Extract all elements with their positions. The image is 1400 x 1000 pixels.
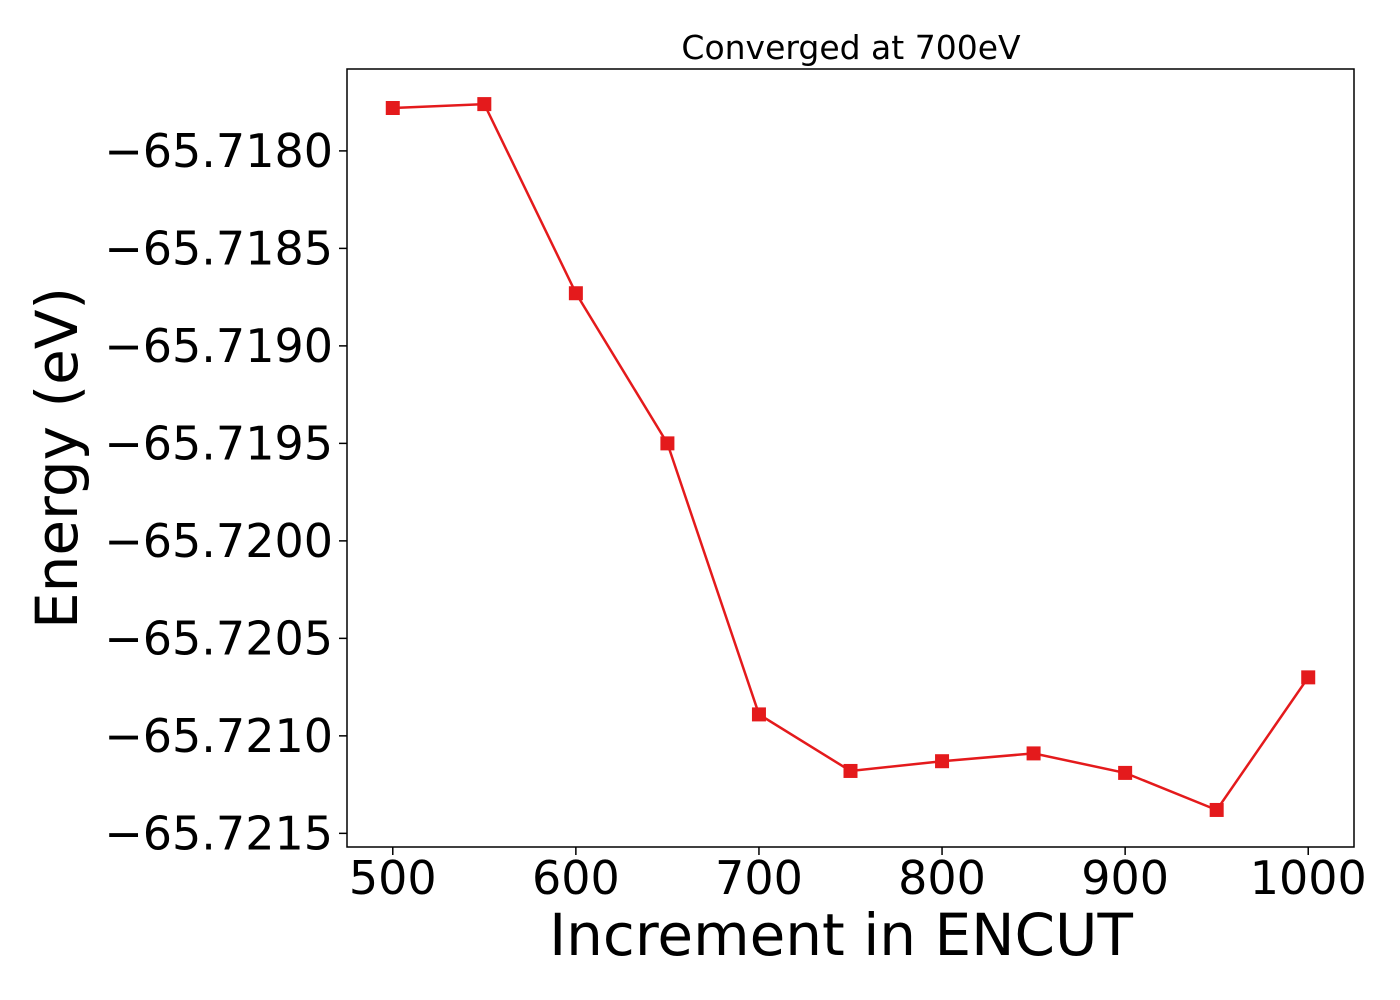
y-tick-label: −65.7210 [104,709,333,763]
chart-title: Converged at 700eV [681,28,1021,67]
energy-point-marker [843,763,858,778]
y-axis: −65.7180 −65.7185 −65.7190 −65.7195 −65.7200… [104,124,347,860]
x-tick-label: 600 [532,851,620,905]
series-layer [385,97,1316,817]
energy-point-marker [385,100,400,115]
y-tick-label: −65.7200 [104,514,333,568]
energy-point-marker [660,436,675,451]
energy-point-marker [477,97,492,112]
energy-point-marker [1118,765,1133,780]
energy-point-marker [935,754,950,769]
y-tick-label: −65.7180 [104,124,333,178]
energy-point-marker [1209,802,1224,817]
energy-series-line [392,102,1310,812]
energy-point-marker [1301,670,1316,685]
plot-area-frame [346,68,1355,848]
y-tick-label: −65.7205 [104,611,333,665]
x-axis: 500 600 700 800 900 1000 [349,847,1367,905]
energy-point-marker [1026,746,1041,761]
x-tick-label: 700 [715,851,803,905]
y-tick-label: −65.7195 [104,416,333,470]
x-tick-label: 800 [898,851,986,905]
x-axis-label: Increment in ENCUT [549,901,1133,969]
x-tick-label: 900 [1081,851,1169,905]
energy-point-marker [568,286,583,301]
y-tick-label: −65.7185 [104,221,333,275]
y-tick-label: −65.7215 [104,806,333,860]
y-axis-label: Energy (eV) [23,287,91,629]
energy-point-marker [751,707,766,722]
x-tick-label: 1000 [1250,851,1367,905]
y-tick-label: −65.7190 [104,319,333,373]
x-tick-label: 500 [349,851,437,905]
